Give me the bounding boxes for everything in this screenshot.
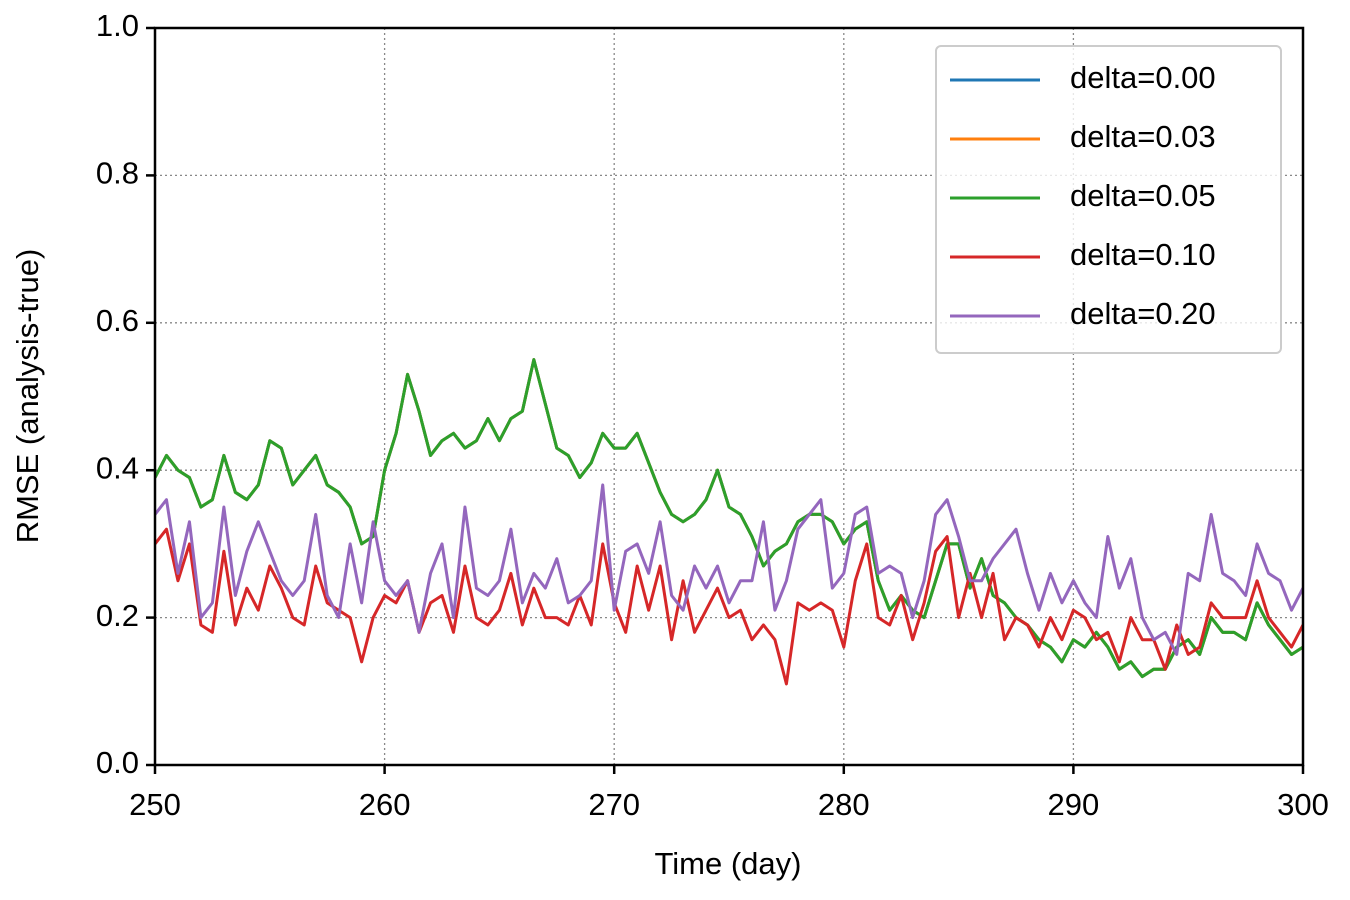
y-tick-label: 0.4: [96, 450, 139, 485]
y-tick-label: 1.0: [96, 8, 139, 43]
series-line: [155, 358, 1303, 679]
x-tick-label: 250: [129, 787, 181, 822]
x-axis-label: Time (day): [655, 846, 802, 881]
x-tick-label: 300: [1277, 787, 1329, 822]
y-tick-label: 0.8: [96, 156, 139, 191]
legend-box: [935, 45, 1282, 354]
legend-label: delta=0.05: [1070, 178, 1216, 213]
y-tick-label: 0.6: [96, 303, 139, 338]
x-tick-label: 290: [1048, 787, 1100, 822]
plot-frame: [153, 26, 1305, 767]
legend-label: delta=0.10: [1070, 237, 1216, 272]
y-tick-label: 0.0: [96, 745, 139, 780]
legend-label: delta=0.03: [1070, 119, 1216, 154]
legend-label: delta=0.20: [1070, 296, 1216, 331]
x-tick-label: 270: [588, 787, 640, 822]
x-tick-label: 280: [818, 787, 870, 822]
series-line: [155, 527, 1303, 686]
series-line: [155, 358, 1303, 679]
x-tick-label: 260: [359, 787, 411, 822]
series-line: [155, 358, 1303, 679]
y-axis-label: RMSE (analysis-true): [10, 249, 45, 544]
series-line: [155, 483, 1303, 656]
y-tick-label: 0.2: [96, 598, 139, 633]
legend-label: delta=0.00: [1070, 60, 1216, 95]
